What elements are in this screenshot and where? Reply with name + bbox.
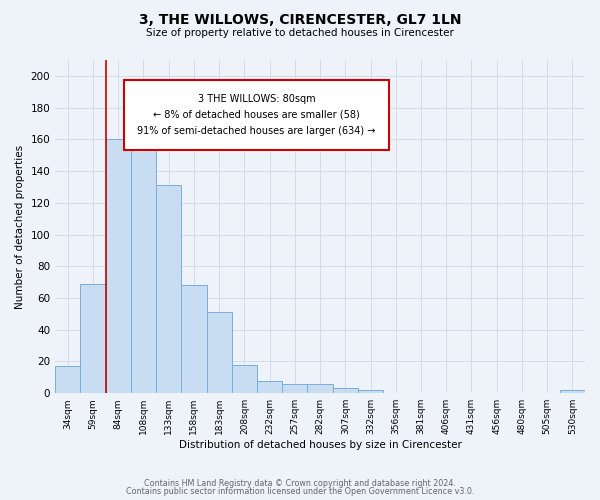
Bar	[358, 390, 383, 393]
FancyBboxPatch shape	[124, 80, 389, 150]
Bar	[131, 134, 156, 393]
Y-axis label: Number of detached properties: Number of detached properties	[15, 144, 25, 308]
Bar	[181, 286, 206, 393]
Bar	[560, 390, 585, 393]
Bar	[80, 284, 106, 393]
Text: 3 THE WILLOWS: 80sqm
← 8% of detached houses are smaller (58)
91% of semi-detach: 3 THE WILLOWS: 80sqm ← 8% of detached ho…	[137, 94, 376, 136]
Bar	[257, 380, 282, 393]
Bar	[156, 186, 181, 393]
Text: Contains public sector information licensed under the Open Government Licence v3: Contains public sector information licen…	[126, 487, 474, 496]
Bar	[55, 366, 80, 393]
X-axis label: Distribution of detached houses by size in Cirencester: Distribution of detached houses by size …	[179, 440, 461, 450]
Text: Size of property relative to detached houses in Cirencester: Size of property relative to detached ho…	[146, 28, 454, 38]
Bar	[206, 312, 232, 393]
Bar	[106, 140, 131, 393]
Bar	[307, 384, 332, 393]
Text: Contains HM Land Registry data © Crown copyright and database right 2024.: Contains HM Land Registry data © Crown c…	[144, 478, 456, 488]
Text: 3, THE WILLOWS, CIRENCESTER, GL7 1LN: 3, THE WILLOWS, CIRENCESTER, GL7 1LN	[139, 12, 461, 26]
Bar	[232, 364, 257, 393]
Bar	[332, 388, 358, 393]
Bar	[282, 384, 307, 393]
